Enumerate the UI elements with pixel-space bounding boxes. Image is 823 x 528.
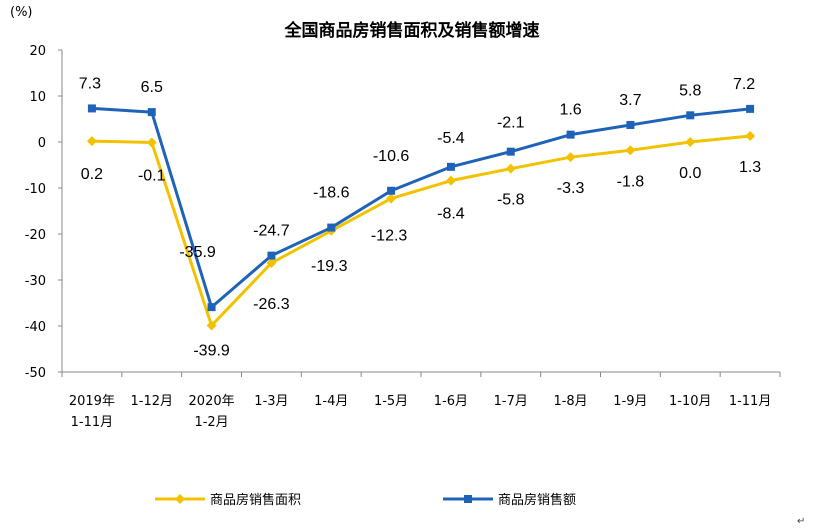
data-point-marker — [745, 131, 756, 142]
data-point-marker — [686, 111, 695, 120]
data-label: -19.3 — [311, 258, 348, 275]
x-tick-label: 1-7月 — [494, 394, 528, 409]
y-axis-unit: (%) — [10, 5, 33, 20]
data-point-marker — [746, 104, 755, 113]
x-tick-label: 1-6月 — [434, 394, 468, 409]
data-point-marker — [327, 223, 336, 232]
data-point-marker — [267, 251, 276, 260]
chart-title: 全国商品房销售面积及销售额增速 — [284, 20, 540, 41]
data-point-marker — [626, 120, 635, 129]
data-label: -35.9 — [179, 244, 216, 261]
y-tick-label: -40 — [25, 320, 46, 335]
data-label: -12.3 — [371, 228, 408, 245]
x-tick-label: 1-11月 — [71, 415, 114, 430]
data-labels: 0.2 -0.1 -39.9 -26.3 -19.3 -12.3 -8.4 -5.8 -3.3 -… — [79, 75, 762, 359]
data-point-marker — [625, 145, 636, 156]
data-label: -1.8 — [617, 173, 645, 190]
legend-label: 商品房销售面积 — [210, 492, 301, 508]
y-tick-label: -50 — [25, 366, 46, 381]
data-label: -0.1 — [138, 167, 166, 184]
data-label: 0.0 — [679, 165, 701, 182]
data-point-marker — [86, 136, 97, 147]
data-point-marker — [386, 193, 397, 204]
y-tick-label: -30 — [25, 274, 46, 289]
series-line-0 — [91, 134, 751, 328]
data-label: 0.2 — [81, 166, 103, 183]
data-label: 7.2 — [733, 76, 755, 93]
y-tick-label: 10 — [29, 90, 46, 105]
y-tick-label: 20 — [29, 44, 46, 59]
x-tick-label: 1-11月 — [729, 394, 772, 409]
x-tick-label: 2020年 — [189, 394, 235, 409]
return-mark: ↵ — [797, 516, 805, 527]
y-axis: 20 10 0 -10 -20 -30 -40 -50 — [25, 44, 62, 381]
legend-swatch-marker — [175, 494, 185, 504]
x-tick-label: 1-5月 — [374, 394, 408, 409]
x-tick-label: 1-8月 — [553, 394, 587, 409]
series-layer — [86, 104, 756, 331]
data-label: -39.9 — [193, 343, 230, 360]
data-label: -10.6 — [373, 148, 410, 165]
data-point-marker — [506, 147, 515, 156]
data-label: -3.3 — [557, 180, 585, 197]
data-point-marker — [566, 130, 575, 139]
data-point-marker — [147, 108, 156, 117]
legend: 商品房销售面积 商品房销售额 — [155, 492, 576, 508]
series-line-1 — [91, 106, 751, 309]
data-label: 3.7 — [619, 92, 641, 109]
data-label: 5.8 — [679, 82, 701, 99]
y-tick-label: 0 — [38, 136, 46, 151]
data-label: -2.1 — [497, 115, 525, 132]
legend-label: 商品房销售额 — [498, 492, 576, 508]
data-label: 1.6 — [559, 102, 581, 119]
data-point-marker — [146, 137, 157, 148]
data-label: 7.3 — [79, 75, 101, 92]
data-point-marker — [565, 152, 576, 163]
data-label: -18.6 — [313, 185, 350, 202]
data-label: -8.4 — [437, 206, 465, 223]
data-label: -26.3 — [253, 296, 290, 313]
data-label: -5.8 — [497, 192, 525, 209]
data-point-marker — [87, 104, 96, 113]
y-tick-label: -10 — [25, 182, 46, 197]
data-label: 6.5 — [141, 79, 163, 96]
data-label: 1.3 — [739, 159, 761, 176]
data-point-marker — [505, 163, 516, 174]
x-tick-label: 1-4月 — [314, 394, 348, 409]
data-point-marker — [207, 303, 216, 312]
x-tick-label: 1-3月 — [254, 394, 288, 409]
data-point-marker — [387, 186, 396, 195]
data-label: -24.7 — [253, 223, 290, 240]
data-point-marker — [206, 320, 217, 331]
data-label: -5.4 — [437, 130, 465, 147]
x-tick-label: 2019年 — [69, 394, 115, 409]
data-point-marker — [446, 162, 455, 171]
data-point-marker — [266, 257, 277, 268]
x-tick-label: 1-9月 — [613, 394, 647, 409]
x-tick-label: 1-2月 — [194, 415, 228, 430]
data-point-marker — [445, 175, 456, 186]
data-point-marker — [685, 137, 696, 147]
x-axis: 2019年 1-11月 1-12月 2020年 1-2月 1-3月 1-4月 1-5月 1-6月… — [61, 372, 781, 430]
legend-swatch-marker — [464, 495, 472, 503]
y-tick-label: -20 — [25, 228, 46, 243]
x-tick-label: 1-12月 — [130, 394, 173, 409]
x-tick-label: 1-10月 — [669, 394, 712, 409]
